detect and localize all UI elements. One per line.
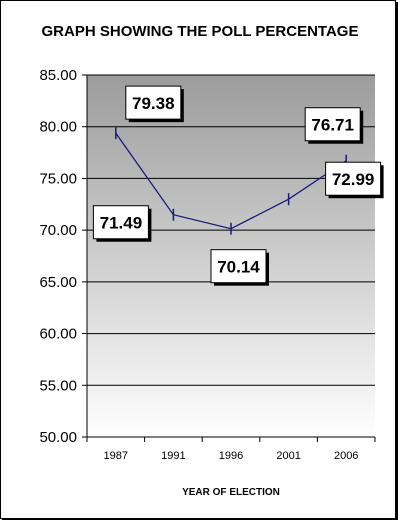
- y-tick-label: 50.00: [39, 429, 77, 446]
- data-label: 79.38: [125, 85, 184, 123]
- data-label-text: 70.14: [217, 258, 260, 277]
- y-tick-label: 80.00: [39, 119, 77, 136]
- data-label-text: 72.99: [332, 170, 375, 189]
- data-label-text: 76.71: [311, 116, 354, 135]
- x-tick-label: 2001: [276, 450, 300, 462]
- y-tick-label: 65.00: [39, 274, 77, 291]
- data-label: 72.99: [325, 161, 384, 199]
- data-labels: 79.38 71.49 70.14 72.99 76.71: [92, 85, 384, 286]
- data-label-box: [210, 249, 267, 284]
- x-tick-label: 1991: [161, 450, 185, 462]
- y-tick-label: 60.00: [39, 326, 77, 343]
- y-tick-label: 55.00: [39, 377, 77, 394]
- data-label-text: 79.38: [132, 94, 175, 113]
- data-label: 70.14: [210, 249, 269, 286]
- x-axis: 1987 1991 1996 2001 2006: [86, 436, 376, 462]
- y-axis: 50.00 55.00 60.00 65.00 70.00 75.00 80.00 85.00: [39, 67, 88, 446]
- chart-title: GRAPH SHOWING THE POLL PERCENTAGE: [41, 23, 359, 40]
- y-tick-label: 75.00: [39, 170, 77, 187]
- data-label-box: [92, 205, 149, 240]
- data-label-box: [304, 107, 361, 142]
- y-tick-label: 70.00: [39, 222, 77, 239]
- data-label: 76.71: [304, 107, 364, 144]
- x-tick-label: 1987: [104, 450, 128, 462]
- x-axis-label: YEAR OF ELECTION: [182, 487, 280, 498]
- data-label-text: 71.49: [100, 214, 143, 233]
- data-label: 71.49: [92, 205, 152, 242]
- y-tick-label: 85.00: [39, 67, 77, 84]
- x-tick-label: 2006: [334, 450, 358, 462]
- data-label-box: [325, 161, 382, 196]
- x-tick-label: 1996: [219, 450, 243, 462]
- data-label-box: [125, 85, 182, 120]
